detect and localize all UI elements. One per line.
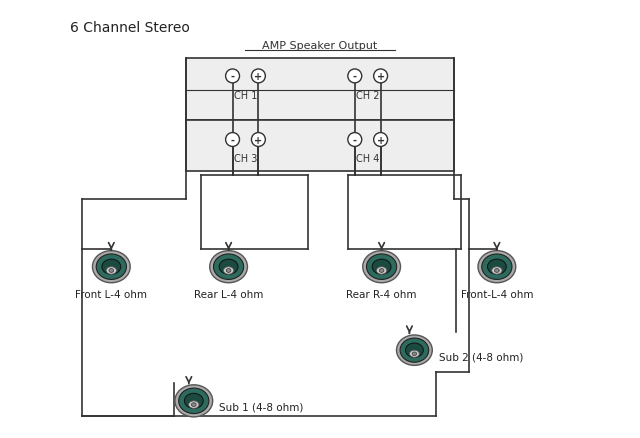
Ellipse shape <box>184 393 204 409</box>
Ellipse shape <box>226 269 231 273</box>
Ellipse shape <box>106 267 116 275</box>
Circle shape <box>252 70 266 84</box>
Text: +: + <box>376 135 385 145</box>
Text: Sub 2 (4-8 ohm): Sub 2 (4-8 ohm) <box>439 351 524 361</box>
Text: AMP Speaker Output: AMP Speaker Output <box>262 41 378 51</box>
Text: Rear L-4 ohm: Rear L-4 ohm <box>194 289 263 299</box>
Text: -: - <box>230 135 234 145</box>
Text: +: + <box>376 72 385 82</box>
Ellipse shape <box>372 260 391 275</box>
Circle shape <box>226 70 239 84</box>
Ellipse shape <box>412 352 417 356</box>
Ellipse shape <box>223 267 234 275</box>
Ellipse shape <box>400 338 429 362</box>
Circle shape <box>252 133 266 147</box>
Ellipse shape <box>488 260 506 275</box>
Text: +: + <box>254 135 262 145</box>
Circle shape <box>374 70 388 84</box>
Ellipse shape <box>397 335 432 366</box>
Ellipse shape <box>478 251 516 283</box>
Bar <box>186 120 454 172</box>
Ellipse shape <box>179 388 209 413</box>
Ellipse shape <box>92 251 130 283</box>
Ellipse shape <box>406 343 423 357</box>
Ellipse shape <box>380 269 384 273</box>
Circle shape <box>374 133 388 147</box>
Ellipse shape <box>109 269 114 273</box>
Text: Front L-4 ohm: Front L-4 ohm <box>76 289 147 299</box>
Ellipse shape <box>189 401 199 409</box>
Ellipse shape <box>102 260 121 275</box>
Text: CH 2: CH 2 <box>356 91 380 101</box>
Ellipse shape <box>492 267 502 275</box>
Text: Front-L-4 ohm: Front-L-4 ohm <box>461 289 533 299</box>
Text: CH 4: CH 4 <box>356 154 380 164</box>
Ellipse shape <box>367 254 397 280</box>
Text: -: - <box>230 72 234 82</box>
Ellipse shape <box>191 403 196 406</box>
Ellipse shape <box>410 350 419 357</box>
Ellipse shape <box>210 251 248 283</box>
Circle shape <box>348 133 362 147</box>
Text: CH 3: CH 3 <box>234 154 257 164</box>
Text: Rear R-4 ohm: Rear R-4 ohm <box>346 289 417 299</box>
Ellipse shape <box>96 254 127 280</box>
Text: +: + <box>254 72 262 82</box>
Ellipse shape <box>495 269 499 273</box>
Text: -: - <box>353 72 356 82</box>
Ellipse shape <box>363 251 401 283</box>
Ellipse shape <box>214 254 244 280</box>
Text: 6 Channel Stereo: 6 Channel Stereo <box>70 21 189 35</box>
Text: Sub 1 (4-8 ohm): Sub 1 (4-8 ohm) <box>219 402 303 412</box>
Ellipse shape <box>482 254 512 280</box>
Text: -: - <box>353 135 356 145</box>
Bar <box>186 59 454 120</box>
Text: CH 1: CH 1 <box>234 91 257 101</box>
Circle shape <box>226 133 239 147</box>
Ellipse shape <box>376 267 387 275</box>
Circle shape <box>348 70 362 84</box>
Ellipse shape <box>175 385 212 417</box>
Ellipse shape <box>219 260 238 275</box>
